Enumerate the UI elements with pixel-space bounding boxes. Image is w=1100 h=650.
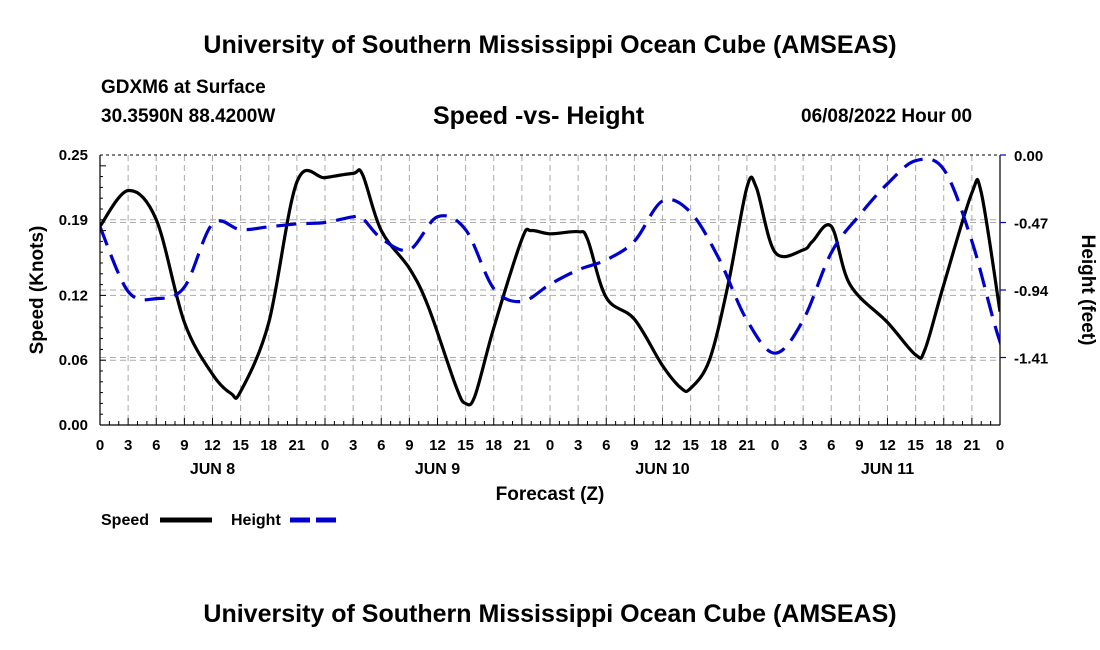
- labels-layer: 0 3 6 9 12 15 18 21 0 3 6 9 12 15 18 21 0 3 6 9 12 15 18 21 0 3 6 9…: [27, 147, 1098, 529]
- x-tick-label: 3: [124, 437, 132, 454]
- x-tick-label: 9: [405, 437, 413, 454]
- x-axis-title: Forecast (Z): [496, 484, 605, 505]
- x-tick-label: 12: [429, 437, 446, 454]
- x-tick-label: 9: [180, 437, 188, 454]
- right-tick-label: -0.47: [1014, 216, 1048, 233]
- x-tick-label: 21: [289, 437, 306, 454]
- right-axis-title: Height (feet): [1077, 235, 1098, 346]
- height-series-line: [100, 157, 1000, 355]
- left-tick-label: 0.06: [59, 352, 88, 369]
- x-tick-label: 0: [321, 437, 329, 454]
- speed-series-line: [100, 168, 1000, 407]
- x-tick-label: 18: [710, 437, 727, 454]
- page-title: University of Southern Mississippi Ocean…: [203, 31, 897, 59]
- x-tick-label: 0: [771, 437, 779, 454]
- right-tick-label: -0.94: [1014, 283, 1049, 300]
- station-label: GDXM6 at Surface: [101, 77, 266, 98]
- legend-speed-label: Speed: [101, 512, 149, 529]
- x-tick-label: 21: [514, 437, 531, 454]
- x-tick-label: 6: [602, 437, 610, 454]
- x-tick-label: 15: [682, 437, 699, 454]
- x-day-label: JUN 9: [415, 461, 460, 478]
- coordinates-label: 30.3590N 88.4200W: [101, 106, 276, 127]
- grid-layer: [100, 155, 1000, 425]
- left-tick-label: 0.25: [59, 147, 88, 164]
- x-tick-label: 9: [630, 437, 638, 454]
- right-tick-label: 0.00: [1014, 148, 1043, 165]
- x-tick-label: 3: [799, 437, 807, 454]
- left-tick-label: 0.19: [59, 212, 88, 229]
- x-tick-label: 0: [996, 437, 1004, 454]
- legend-height-label: Height: [231, 512, 281, 529]
- x-tick-label: 15: [457, 437, 474, 454]
- x-tick-label: 15: [907, 437, 924, 454]
- x-tick-label: 21: [964, 437, 981, 454]
- x-tick-label: 12: [204, 437, 221, 454]
- x-tick-label: 0: [96, 437, 104, 454]
- chart-title: Speed -vs- Height: [433, 102, 645, 130]
- footer-title: University of Southern Mississippi Ocean…: [203, 600, 897, 628]
- x-tick-label: 18: [935, 437, 952, 454]
- x-day-label: JUN 8: [190, 461, 235, 478]
- x-tick-label: 6: [377, 437, 385, 454]
- left-tick-label: 0.00: [59, 417, 88, 434]
- left-axis-title: Speed (Knots): [27, 226, 48, 355]
- x-tick-label: 12: [654, 437, 671, 454]
- x-tick-label: 3: [349, 437, 357, 454]
- axes-layer: [99, 154, 1006, 426]
- x-tick-label: 15: [232, 437, 249, 454]
- x-tick-label: 12: [879, 437, 896, 454]
- series-layer: [100, 157, 1000, 407]
- x-tick-label: 0: [546, 437, 554, 454]
- x-tick-label: 9: [855, 437, 863, 454]
- x-day-label: JUN 11: [861, 461, 914, 478]
- x-tick-label: 6: [152, 437, 160, 454]
- x-tick-label: 21: [739, 437, 756, 454]
- x-tick-label: 18: [485, 437, 502, 454]
- x-tick-label: 3: [574, 437, 582, 454]
- right-tick-label: -1.41: [1014, 351, 1048, 368]
- left-tick-label: 0.12: [59, 287, 88, 304]
- x-tick-label: 18: [260, 437, 277, 454]
- datetime-label: 06/08/2022 Hour 00: [801, 106, 973, 127]
- x-tick-label: 6: [827, 437, 835, 454]
- x-day-label: JUN 10: [635, 461, 689, 478]
